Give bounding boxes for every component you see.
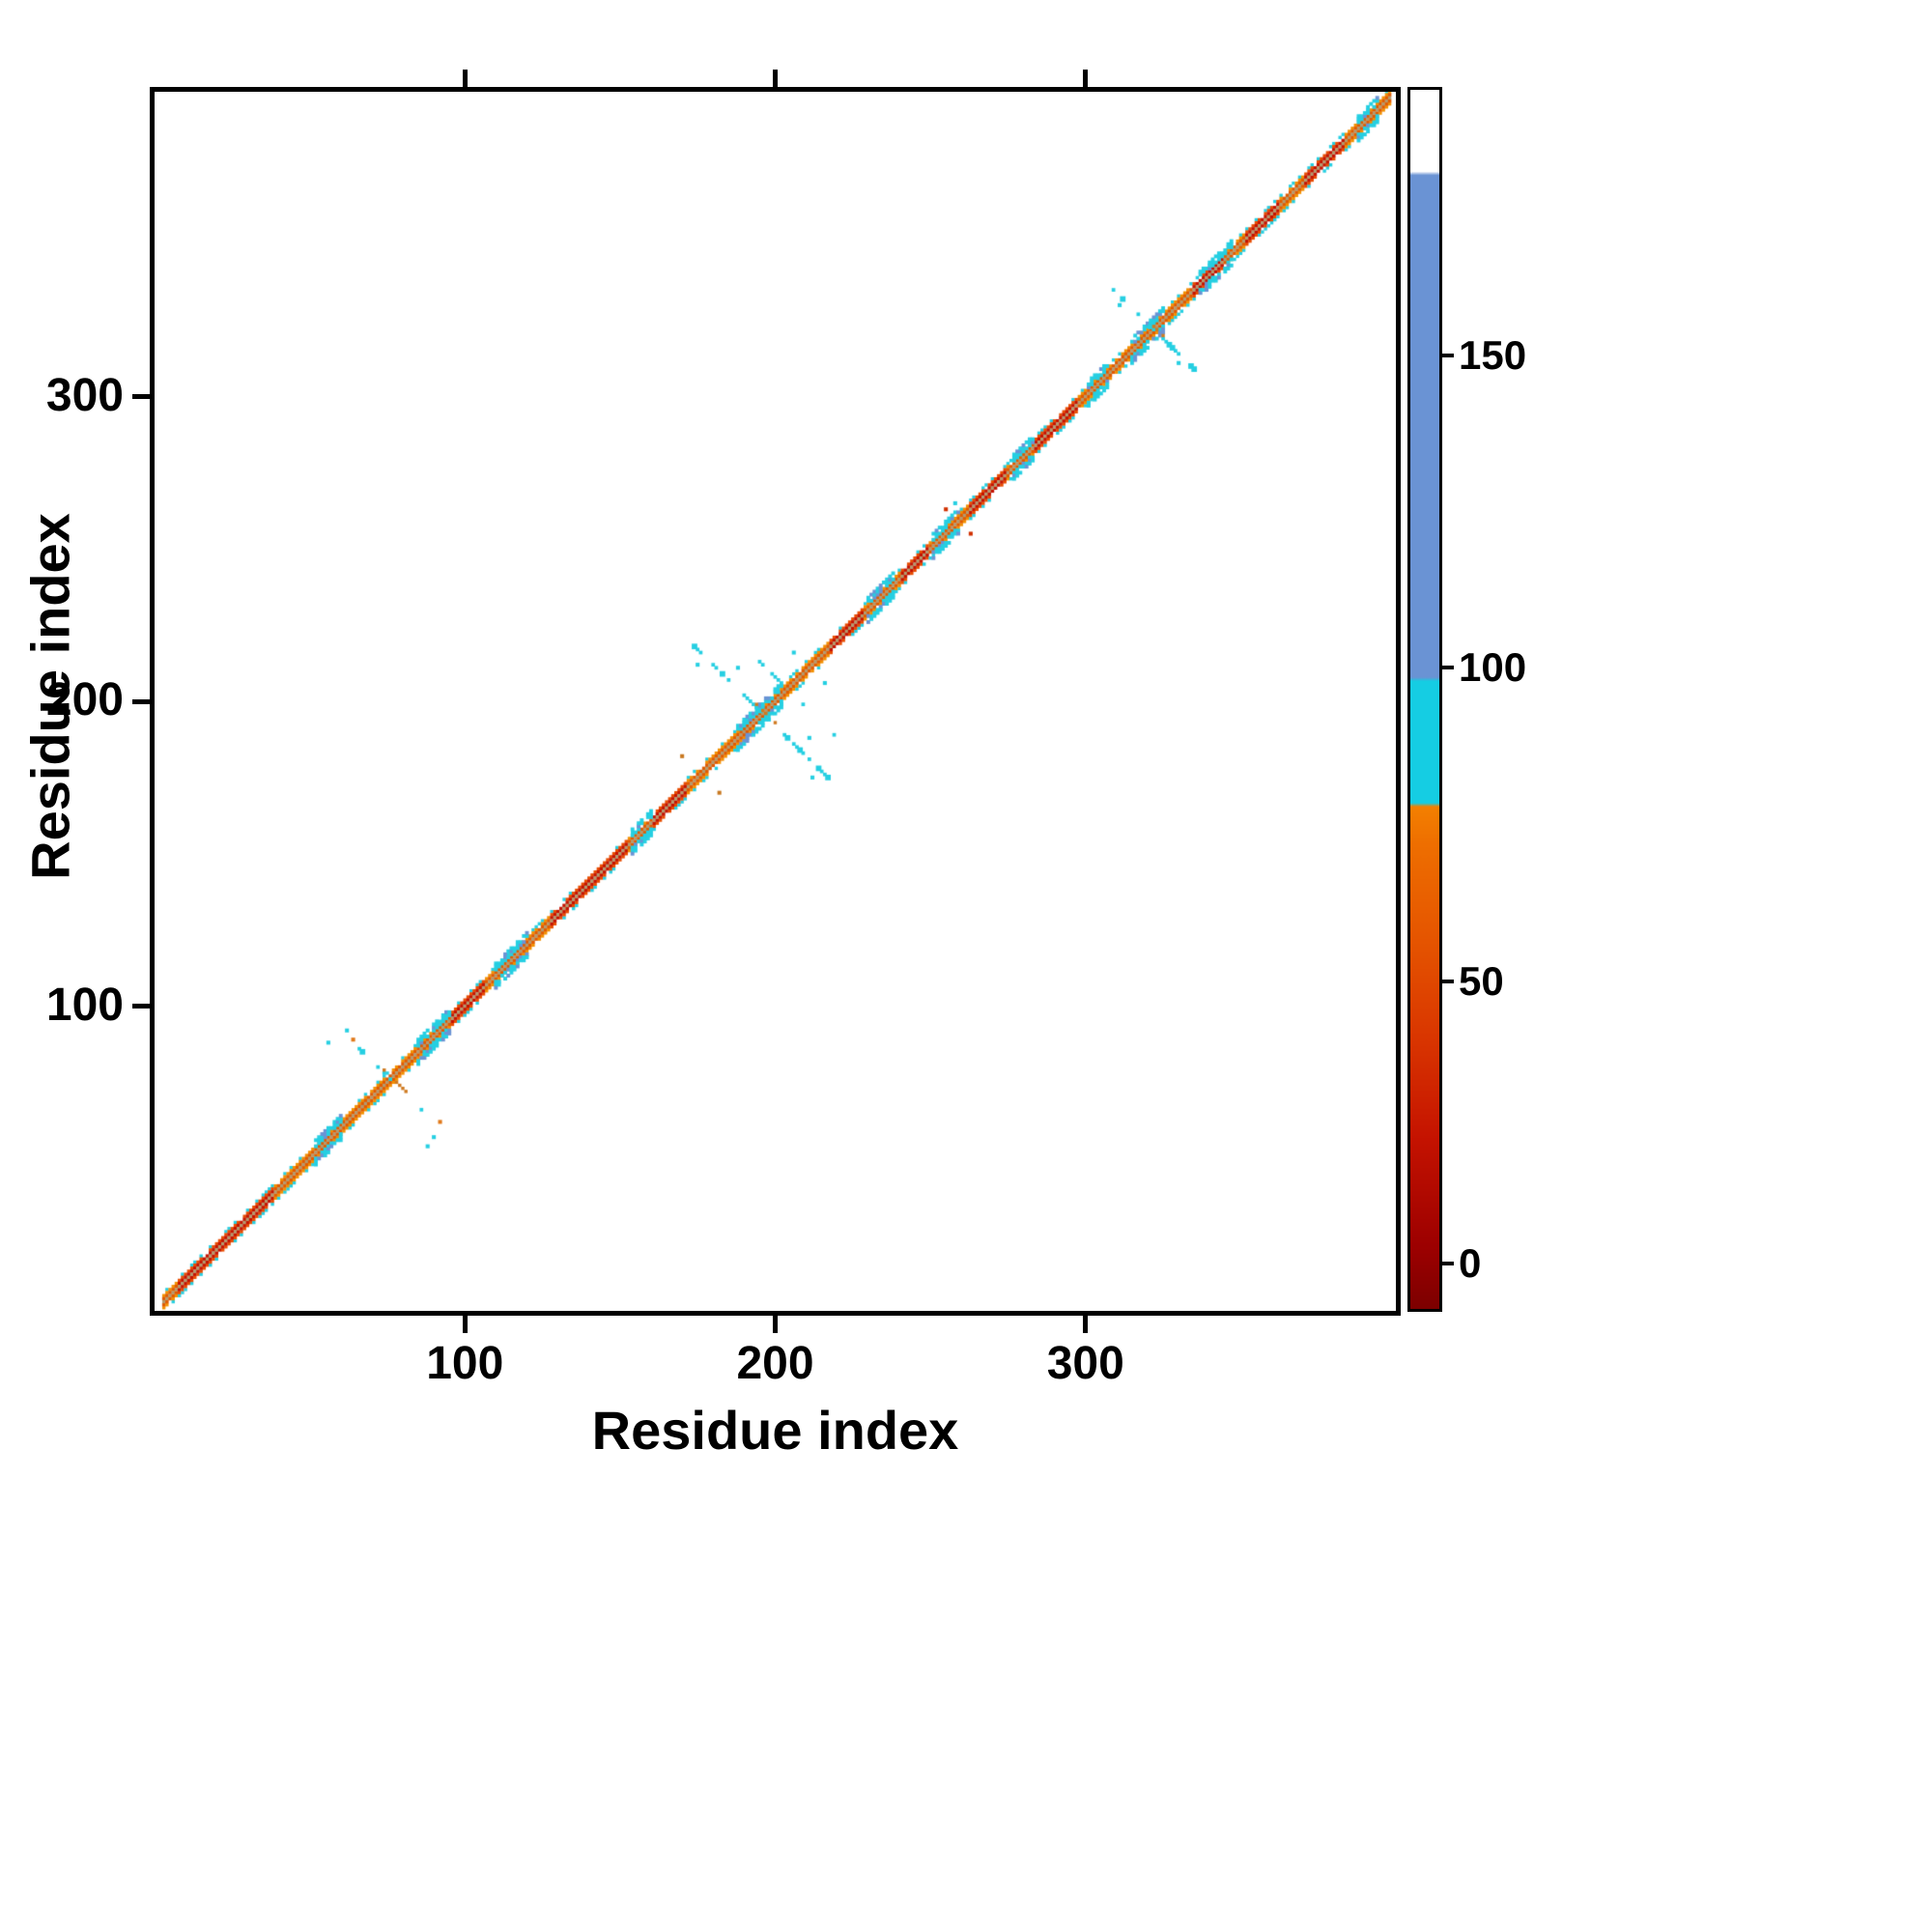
colorbar-tick-mark: [1442, 979, 1454, 983]
x-tick-mark: [462, 1316, 468, 1333]
y-tick-mark: [132, 698, 150, 704]
colorbar-tick-label: 150: [1459, 332, 1527, 379]
colorbar-tick-label: 50: [1459, 957, 1504, 1004]
y-tick-label: 200: [45, 674, 124, 725]
x-tick-label: 300: [1046, 1338, 1124, 1389]
x-tick-label: 100: [426, 1338, 504, 1389]
colorbar: [1407, 87, 1442, 1312]
colorbar-tick-label: 100: [1459, 644, 1527, 691]
y-tick-label: 100: [45, 979, 124, 1031]
contact-map-canvas: [155, 92, 1396, 1311]
y-tick-mark: [132, 1004, 150, 1009]
colorbar-tick-mark: [1442, 1262, 1454, 1266]
colorbar-tick-label: 0: [1459, 1240, 1482, 1287]
x-tick-mark-top: [462, 70, 468, 87]
y-tick-label: 300: [45, 369, 124, 421]
x-tick-mark-top: [773, 70, 778, 87]
x-tick-label: 200: [736, 1338, 814, 1389]
x-tick-mark-top: [1083, 70, 1089, 87]
colorbar-gradient: [1410, 90, 1439, 1309]
plot-area: [150, 87, 1401, 1316]
colorbar-tick-mark: [1442, 666, 1454, 670]
x-tick-mark: [1083, 1316, 1089, 1333]
x-axis-title: Residue index: [591, 1400, 959, 1461]
colorbar-tick-mark: [1442, 354, 1454, 358]
x-tick-mark: [773, 1316, 778, 1333]
y-tick-mark: [132, 394, 150, 399]
